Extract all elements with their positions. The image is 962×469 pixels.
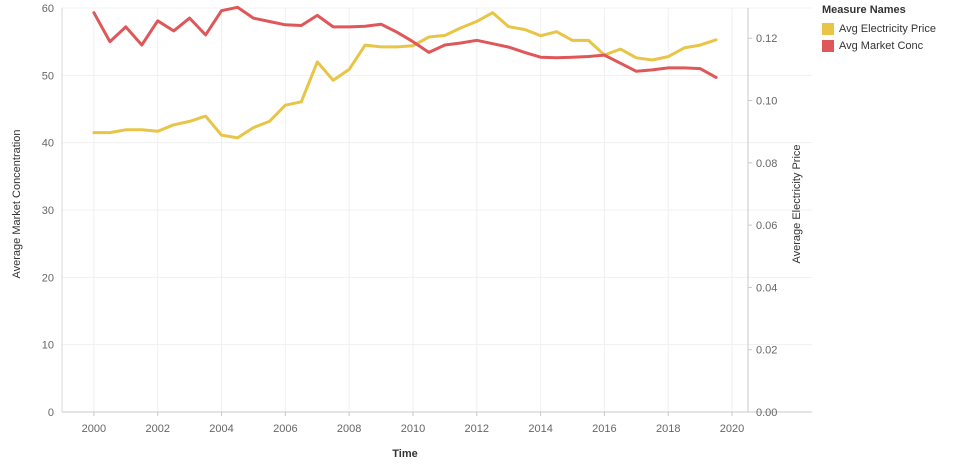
legend: Measure Names Avg Electricity Price Avg … <box>822 4 962 54</box>
left-y-tick-label: 60 <box>42 3 54 15</box>
x-tick-label: 2002 <box>145 423 169 435</box>
x-tick-label: 2016 <box>592 423 616 435</box>
x-tick-label: 2000 <box>82 423 106 435</box>
right-y-axis-title: Average Electricity Price <box>791 144 803 263</box>
legend-label: Avg Market Conc <box>839 39 924 52</box>
x-tick-labels: 2000 2002 2004 2006 2008 2010 2012 2014 2016 2018… <box>82 412 744 435</box>
legend-label: Avg Electricity Price <box>839 22 936 35</box>
right-y-tick-label: 0.10 <box>756 96 777 108</box>
x-tick-label: 2020 <box>720 423 744 435</box>
left-y-tick-label: 0 <box>48 407 54 419</box>
right-y-tick-label: 0.06 <box>756 220 777 232</box>
left-y-tick-label: 40 <box>42 138 54 150</box>
right-y-tick-label: 0.08 <box>756 158 777 170</box>
market-conc-line[interactable] <box>92 5 718 79</box>
legend-swatch <box>822 39 834 52</box>
x-tick-label: 2018 <box>656 423 680 435</box>
legend-item-electricity-price[interactable]: Avg Electricity Price <box>822 20 962 37</box>
left-y-tick-label: 10 <box>42 340 54 352</box>
axes <box>61 8 812 413</box>
legend-swatch <box>822 22 834 35</box>
legend-item-market-conc[interactable]: Avg Market Conc <box>822 37 962 54</box>
x-tick-label: 2004 <box>209 423 233 435</box>
left-y-tick-labels: 0 10 20 30 40 50 60 <box>42 3 54 419</box>
legend-title: Measure Names <box>822 4 906 16</box>
x-tick-label: 2014 <box>528 423 552 435</box>
right-y-tick-label: 0.02 <box>756 345 777 357</box>
right-y-tick-label: 0.00 <box>756 407 777 419</box>
x-tick-label: 2008 <box>337 423 361 435</box>
x-tick-label: 2012 <box>465 423 489 435</box>
series-lines <box>92 5 718 140</box>
right-y-tick-labels: 0.00 0.02 0.04 0.06 0.08 0.10 0.12 <box>748 33 777 419</box>
x-tick-label: 2010 <box>401 423 425 435</box>
x-tick-label: 2006 <box>273 423 297 435</box>
electricity-price-line[interactable] <box>92 11 718 140</box>
right-y-tick-label: 0.04 <box>756 282 777 294</box>
left-y-tick-label: 30 <box>42 205 54 217</box>
left-y-axis-title: Average Market Concentration <box>11 130 23 279</box>
left-y-tick-label: 20 <box>42 272 54 284</box>
right-y-tick-label: 0.12 <box>756 33 777 45</box>
x-axis-title: Time <box>392 448 417 460</box>
left-y-tick-label: 50 <box>42 70 54 82</box>
